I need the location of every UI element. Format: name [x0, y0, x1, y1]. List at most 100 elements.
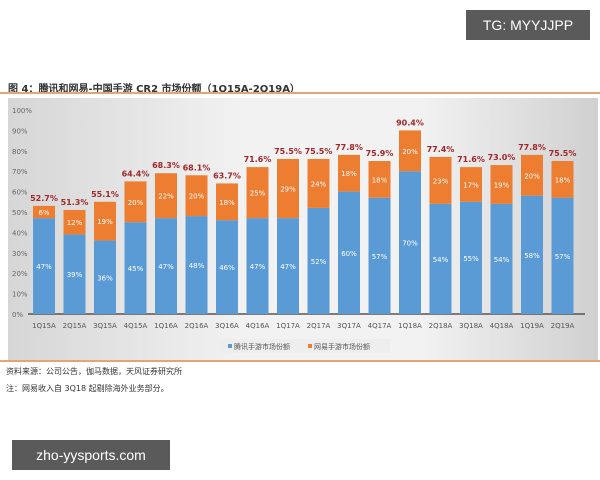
data-label: 54% — [433, 256, 449, 264]
y-tick-label: 60% — [12, 189, 28, 197]
bar-segment-netease — [63, 209, 86, 235]
x-tick-label: 4Q17A — [368, 322, 392, 330]
data-label: 47% — [250, 263, 266, 271]
total-label: 75.5% — [305, 147, 333, 156]
bar-segment-tencent — [277, 218, 299, 314]
bar-segment-netease — [399, 130, 421, 172]
total-label: 63.7% — [213, 171, 241, 180]
y-tick-label: 100% — [12, 107, 32, 115]
bar-segment-tencent — [124, 222, 147, 314]
total-label: 77.8% — [518, 143, 546, 152]
x-tick-label: 4Q15A — [124, 322, 148, 330]
bar-segment-tencent — [368, 197, 391, 314]
y-tick-label: 20% — [12, 270, 28, 278]
bar-segment-tencent — [551, 197, 574, 314]
bar-segment-netease — [551, 161, 574, 198]
legend-swatch — [228, 344, 232, 348]
bar-segment-netease — [277, 158, 299, 219]
x-tick-label: 1Q15A — [32, 322, 56, 330]
y-tick-label: 90% — [12, 127, 28, 135]
data-label: 70% — [402, 240, 418, 248]
bar-segment-netease — [216, 183, 238, 221]
watermark-top: TG: MYYJJPP — [466, 10, 590, 40]
data-label: 52% — [311, 258, 327, 266]
data-label: 20% — [128, 199, 144, 207]
y-tick-label: 80% — [12, 148, 28, 156]
data-label: 20% — [402, 148, 418, 156]
data-label: 60% — [341, 250, 357, 258]
data-label: 57% — [555, 253, 571, 261]
legend-label: 腾讯手游市场份额 — [234, 342, 290, 351]
data-label: 6% — [38, 209, 49, 217]
x-tick-label: 4Q18A — [490, 322, 514, 330]
total-label: 75.9% — [366, 149, 394, 158]
y-tick-label: 0% — [12, 311, 23, 319]
x-tick-label: 4Q16A — [246, 322, 270, 330]
x-tick-label: 3Q18A — [459, 322, 483, 330]
data-label: 47% — [158, 263, 174, 271]
y-tick-label: 50% — [12, 209, 28, 217]
bar-segment-netease — [460, 167, 482, 202]
total-label: 55.1% — [91, 190, 119, 199]
legend-box — [220, 339, 390, 353]
data-label: 46% — [219, 264, 235, 272]
top-divider — [0, 92, 600, 94]
x-tick-label: 2Q17A — [307, 322, 331, 330]
x-tick-label: 2Q15A — [63, 322, 87, 330]
x-tick-label: 3Q15A — [93, 322, 117, 330]
bar-segment-netease — [307, 158, 330, 208]
data-label: 18% — [341, 170, 357, 178]
bar-segment-tencent — [94, 240, 116, 314]
data-label: 20% — [189, 193, 205, 201]
x-tick-label: 2Q18A — [429, 322, 453, 330]
data-label: 18% — [219, 199, 235, 207]
bar-segment-netease — [429, 156, 452, 204]
chart-title: 图 4：腾讯和网易-中国手游 CR2 市场份额（1Q15A-2Q19A） — [8, 84, 300, 95]
bar-segment-tencent — [429, 203, 452, 314]
data-label: 57% — [372, 253, 388, 261]
data-label: 12% — [67, 219, 83, 227]
bar-segment-netease — [185, 175, 208, 217]
x-tick-label: 1Q16A — [154, 322, 178, 330]
bar-segment-netease — [490, 165, 513, 204]
y-tick-label: 70% — [12, 168, 28, 176]
watermark-bottom: zho-yysports.com — [12, 440, 170, 470]
x-tick-label: 3Q17A — [337, 322, 361, 330]
y-tick-label: 10% — [12, 291, 28, 299]
data-label: 47% — [280, 263, 296, 271]
data-label: 58% — [524, 252, 540, 260]
data-label: 18% — [372, 176, 388, 184]
bar-segment-netease — [124, 181, 147, 223]
bar-segment-netease — [338, 154, 360, 192]
data-label: 55% — [463, 255, 479, 263]
total-label: 77.4% — [427, 145, 455, 154]
total-label: 71.6% — [244, 155, 272, 164]
data-label: 18% — [555, 176, 571, 184]
bar-segment-netease — [33, 205, 55, 219]
bar-segment-netease — [155, 173, 177, 219]
data-label: 39% — [67, 271, 83, 279]
data-label: 36% — [97, 274, 113, 282]
bar-segment-netease — [94, 201, 116, 241]
data-label: 19% — [97, 218, 113, 226]
note-text: 注：网易收入自 3Q18 起剔除海外业务部分。 — [6, 384, 169, 393]
data-label: 19% — [494, 181, 510, 189]
total-label: 51.3% — [61, 198, 89, 207]
x-tick-label: 2Q16A — [185, 322, 209, 330]
x-tick-label: 2Q19A — [551, 322, 575, 330]
bar-segment-tencent — [460, 201, 482, 314]
data-label: 24% — [311, 180, 327, 188]
data-label: 22% — [158, 193, 174, 201]
x-tick-label: 1Q18A — [398, 322, 422, 330]
total-label: 64.4% — [122, 169, 150, 178]
total-label: 77.8% — [335, 143, 363, 152]
data-label: 23% — [433, 177, 449, 185]
total-label: 68.1% — [183, 163, 211, 172]
legend-swatch — [308, 344, 312, 348]
total-label: 75.5% — [549, 149, 577, 158]
bar-segment-tencent — [216, 220, 238, 314]
x-tick-label: 1Q17A — [276, 322, 300, 330]
total-label: 73.0% — [488, 153, 516, 162]
bar-segment-netease — [368, 161, 391, 198]
